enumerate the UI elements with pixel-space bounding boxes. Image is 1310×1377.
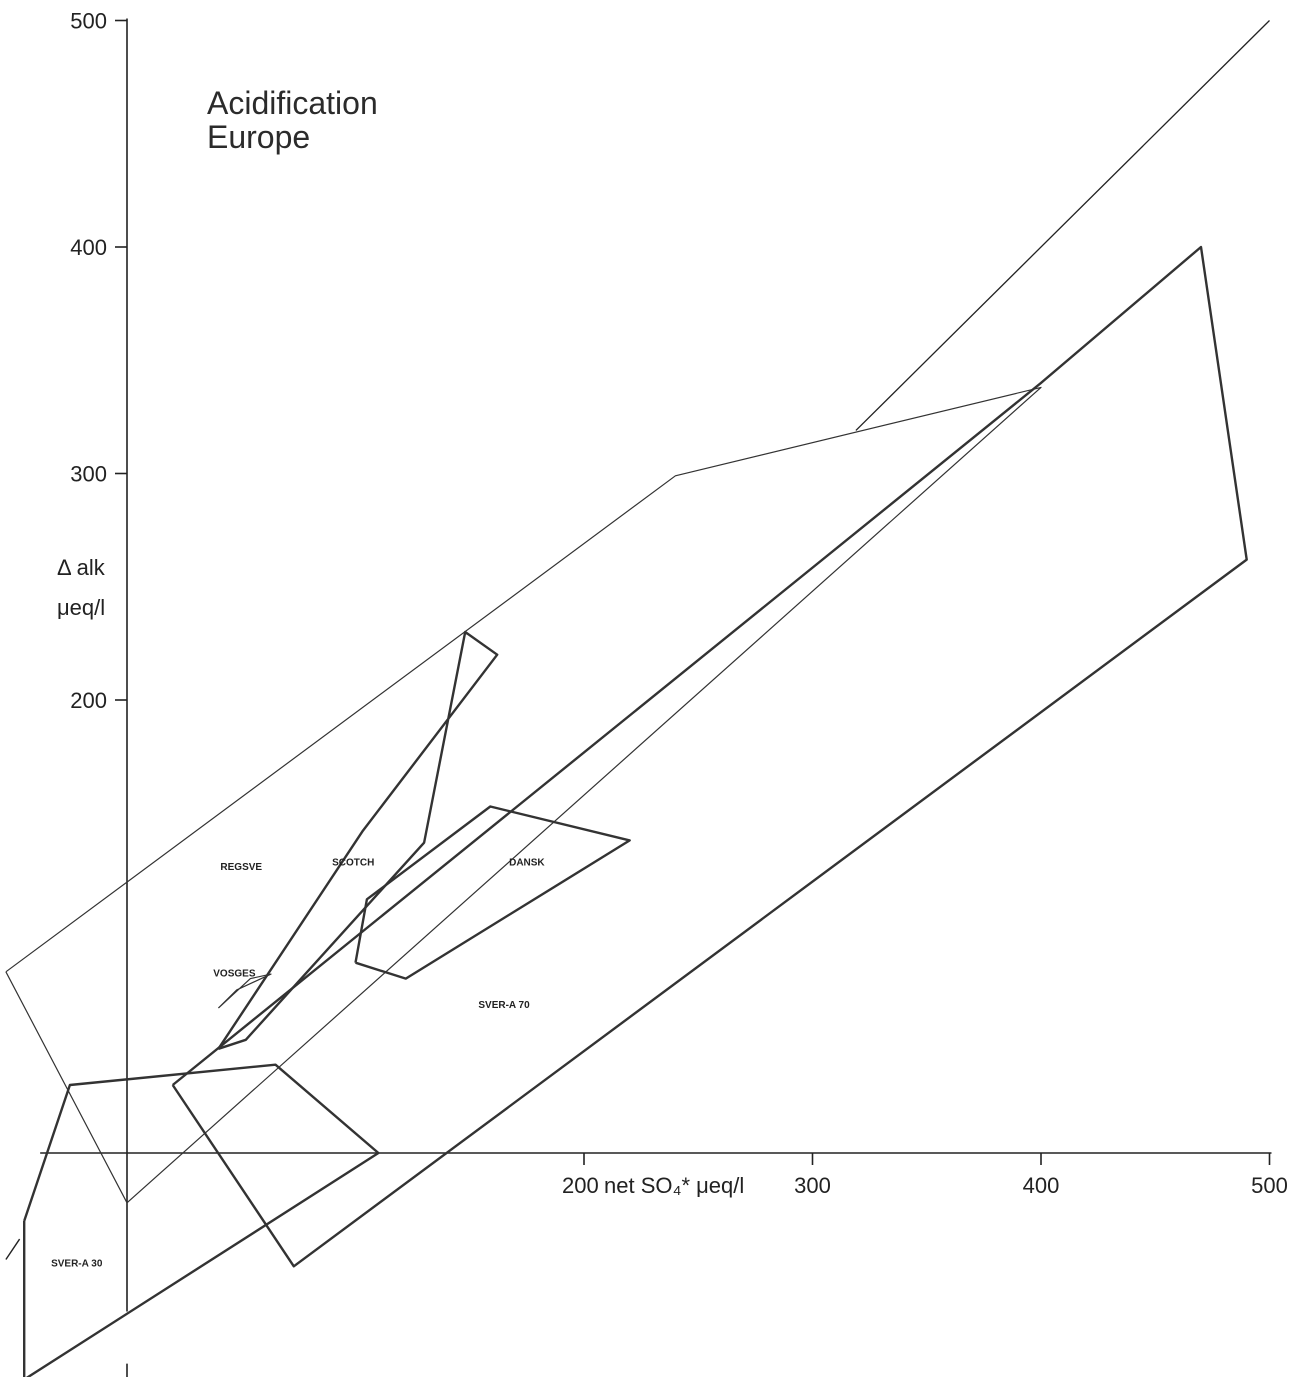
region-label-sver-a-30: SVER-A 30	[51, 1258, 103, 1269]
x-tick-label-400: 400	[1023, 1173, 1060, 1198]
region-outline-sver-a-30	[23, 1063, 380, 1377]
region-label-dansk: DANSK	[509, 857, 545, 868]
region-outline-vosges	[217, 973, 272, 1009]
region-outline-regsve	[5, 386, 1042, 1204]
chart-title-line-2: Europe	[207, 119, 310, 155]
x-tick-label-200: 200	[562, 1173, 599, 1198]
x-axis-label: net SO₄* μeq/l	[604, 1173, 744, 1198]
x-tick-label-300: 300	[794, 1173, 831, 1198]
labels-group: REGSVE SVER-A 70 SVER-A 30 SCOTCH DANSK VOSGE…	[51, 857, 545, 1269]
region-outline-dansk	[354, 805, 631, 980]
chart-title-line-1: Acidification	[207, 85, 378, 121]
region-label-vosges: VOSGES	[213, 968, 256, 979]
region-outline-scotch	[217, 630, 499, 1050]
reference-line	[855, 20, 1270, 431]
y-tick-label-500: 500	[70, 9, 107, 34]
x-tick-label-500: 500	[1251, 1173, 1288, 1198]
y-tick-label-400: 400	[70, 235, 107, 260]
y-axis-label-line-1: Δ alk	[57, 555, 106, 580]
region-label-sver-a-70: SVER-A 70	[478, 1000, 530, 1011]
region-label-scotch: SCOTCH	[332, 857, 374, 868]
y-axis-label-line-2: μeq/l	[57, 595, 105, 620]
regions-group	[5, 245, 1248, 1377]
reference-line-group	[855, 20, 1270, 431]
region-label-regsve: REGSVE	[220, 862, 262, 873]
region-outline-sver-a-70	[171, 245, 1248, 1268]
x-axis-stub	[5, 1238, 21, 1260]
y-tick-label-300: 300	[70, 462, 107, 487]
y-tick-label-200: 200	[70, 688, 107, 713]
